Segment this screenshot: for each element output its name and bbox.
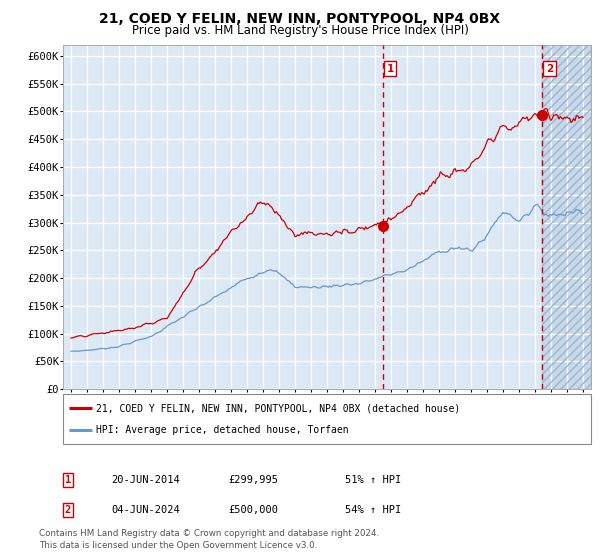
Text: 54% ↑ HPI: 54% ↑ HPI [345, 505, 401, 515]
Text: Contains HM Land Registry data © Crown copyright and database right 2024.: Contains HM Land Registry data © Crown c… [39, 529, 379, 538]
Text: This data is licensed under the Open Government Licence v3.0.: This data is licensed under the Open Gov… [39, 541, 317, 550]
Text: 04-JUN-2024: 04-JUN-2024 [111, 505, 180, 515]
Text: 51% ↑ HPI: 51% ↑ HPI [345, 475, 401, 485]
Text: £500,000: £500,000 [228, 505, 278, 515]
Text: 20-JUN-2014: 20-JUN-2014 [111, 475, 180, 485]
Text: 1: 1 [65, 475, 71, 485]
FancyBboxPatch shape [63, 394, 591, 444]
Text: 2: 2 [65, 505, 71, 515]
Text: 2: 2 [546, 64, 553, 74]
Bar [542, 45, 591, 389]
Text: 21, COED Y FELIN, NEW INN, PONTYPOOL, NP4 0BX (detached house): 21, COED Y FELIN, NEW INN, PONTYPOOL, NP… [96, 403, 460, 413]
Text: £299,995: £299,995 [228, 475, 278, 485]
Text: Price paid vs. HM Land Registry's House Price Index (HPI): Price paid vs. HM Land Registry's House … [131, 24, 469, 37]
Bar [542, 45, 591, 389]
Text: HPI: Average price, detached house, Torfaen: HPI: Average price, detached house, Torf… [96, 424, 349, 435]
Text: 21, COED Y FELIN, NEW INN, PONTYPOOL, NP4 0BX: 21, COED Y FELIN, NEW INN, PONTYPOOL, NP… [100, 12, 500, 26]
Text: 1: 1 [386, 64, 394, 74]
